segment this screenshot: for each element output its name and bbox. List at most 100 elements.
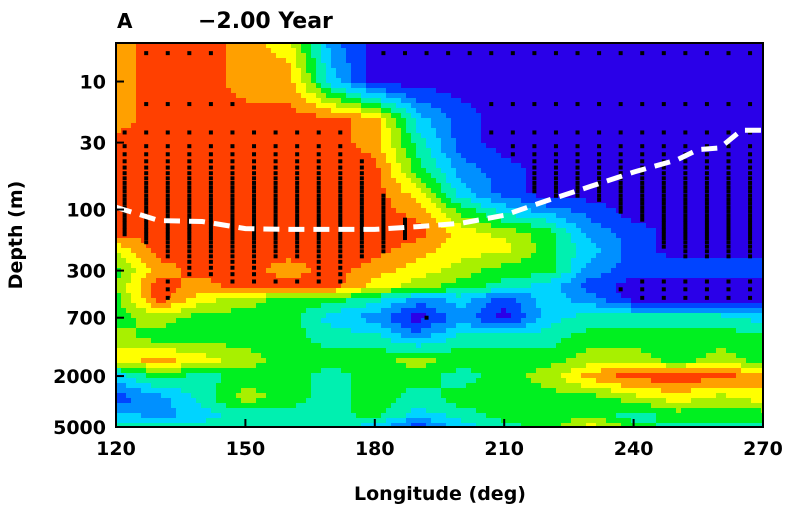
- heatmap-cell: [446, 173, 452, 179]
- heatmap-cell: [621, 83, 627, 89]
- heatmap-cell: [286, 63, 292, 69]
- heatmap-cell: [471, 73, 477, 79]
- heatmap-cell: [241, 153, 247, 159]
- heatmap-cell: [636, 98, 642, 104]
- heatmap-cell: [346, 113, 352, 119]
- heatmap-cell: [716, 88, 722, 94]
- heatmap-cell: [226, 63, 232, 69]
- heatmap-cell: [226, 113, 232, 119]
- heatmap-cell: [711, 63, 717, 69]
- heatmap-cell: [151, 233, 157, 239]
- heatmap-cell: [636, 228, 642, 234]
- heatmap-cell: [691, 53, 697, 59]
- heatmap-cell: [161, 148, 167, 154]
- heatmap-cell: [436, 183, 442, 189]
- heatmap-cell: [356, 208, 362, 214]
- heatmap-cell: [356, 103, 362, 109]
- heatmap-cell: [226, 153, 232, 159]
- heatmap-cell: [321, 213, 327, 219]
- heatmap-cell: [551, 188, 557, 194]
- heatmap-cell: [471, 148, 477, 154]
- heatmap-cell: [501, 138, 507, 144]
- heatmap-cell: [561, 213, 567, 219]
- heatmap-cell: [556, 138, 562, 144]
- heatmap-cell: [546, 108, 552, 114]
- heatmap-cell: [346, 148, 352, 154]
- heatmap-cell: [486, 153, 492, 159]
- heatmap-cell: [751, 158, 757, 164]
- heatmap-cell: [116, 128, 122, 134]
- heatmap-cell: [276, 148, 282, 154]
- heatmap-cell: [446, 103, 452, 109]
- heatmap-cell: [246, 143, 252, 149]
- heatmap-cell: [171, 118, 177, 124]
- heatmap-cell: [241, 48, 247, 54]
- heatmap-cell: [236, 68, 242, 74]
- heatmap-cell: [541, 113, 547, 119]
- heatmap-cell: [311, 88, 317, 94]
- heatmap-cell: [301, 138, 307, 144]
- heatmap-cell: [371, 93, 377, 99]
- heatmap-cell: [306, 73, 312, 79]
- heatmap-cell: [541, 223, 547, 229]
- heatmap-cell: [126, 58, 132, 64]
- heatmap-cell: [716, 48, 722, 54]
- heatmap-cell: [421, 218, 427, 224]
- heatmap-cell: [736, 83, 742, 89]
- heatmap-cell: [411, 198, 417, 204]
- heatmap-cell: [346, 163, 352, 169]
- heatmap-cell: [406, 158, 412, 164]
- heatmap-cell: [691, 193, 697, 199]
- heatmap-cell: [461, 163, 467, 169]
- heatmap-cell: [166, 78, 172, 84]
- heatmap-cell: [561, 178, 567, 184]
- heatmap-cell: [626, 173, 632, 179]
- heatmap-cell: [686, 193, 692, 199]
- heatmap-cell: [516, 163, 522, 169]
- heatmap-cell: [451, 63, 457, 69]
- heatmap-cell: [186, 148, 192, 154]
- heatmap-cell: [186, 133, 192, 139]
- heatmap-cell: [206, 173, 212, 179]
- heatmap-cell: [691, 173, 697, 179]
- heatmap-cell: [186, 178, 192, 184]
- heatmap-cell: [226, 123, 232, 129]
- heatmap-cell: [286, 43, 292, 49]
- heatmap-cell: [126, 123, 132, 129]
- heatmap-cell: [551, 48, 557, 54]
- heatmap-cell: [476, 93, 482, 99]
- heatmap-cell: [476, 173, 482, 179]
- heatmap-cell: [576, 88, 582, 94]
- heatmap-cell: [661, 123, 667, 129]
- heatmap-cell: [396, 53, 402, 59]
- heatmap-cell: [381, 103, 387, 109]
- heatmap-cell: [691, 223, 697, 229]
- heatmap-cell: [206, 223, 212, 229]
- heatmap-cell: [141, 113, 147, 119]
- heatmap-cell: [411, 143, 417, 149]
- heatmap-cell: [731, 143, 737, 149]
- heatmap-cell: [201, 63, 207, 69]
- heatmap-cell: [286, 163, 292, 169]
- heatmap-cell: [211, 233, 217, 239]
- heatmap-cell: [596, 53, 602, 59]
- heatmap-cell: [526, 193, 532, 199]
- heatmap-cell: [316, 203, 322, 209]
- heatmap-cell: [436, 218, 442, 224]
- heatmap-cell: [356, 68, 362, 74]
- heatmap-cell: [316, 113, 322, 119]
- heatmap-cell: [496, 178, 502, 184]
- heatmap-cell: [571, 223, 577, 229]
- heatmap-cell: [656, 143, 662, 149]
- heatmap-cell: [521, 193, 527, 199]
- heatmap-cell: [456, 138, 462, 144]
- heatmap-cell: [181, 48, 187, 54]
- heatmap-cell: [366, 183, 372, 189]
- heatmap-cell: [506, 173, 512, 179]
- heatmap-cell: [456, 188, 462, 194]
- heatmap-cell: [656, 118, 662, 124]
- heatmap-cell: [246, 218, 252, 224]
- heatmap-cell: [481, 188, 487, 194]
- heatmap-cell: [636, 183, 642, 189]
- heatmap-cell: [546, 143, 552, 149]
